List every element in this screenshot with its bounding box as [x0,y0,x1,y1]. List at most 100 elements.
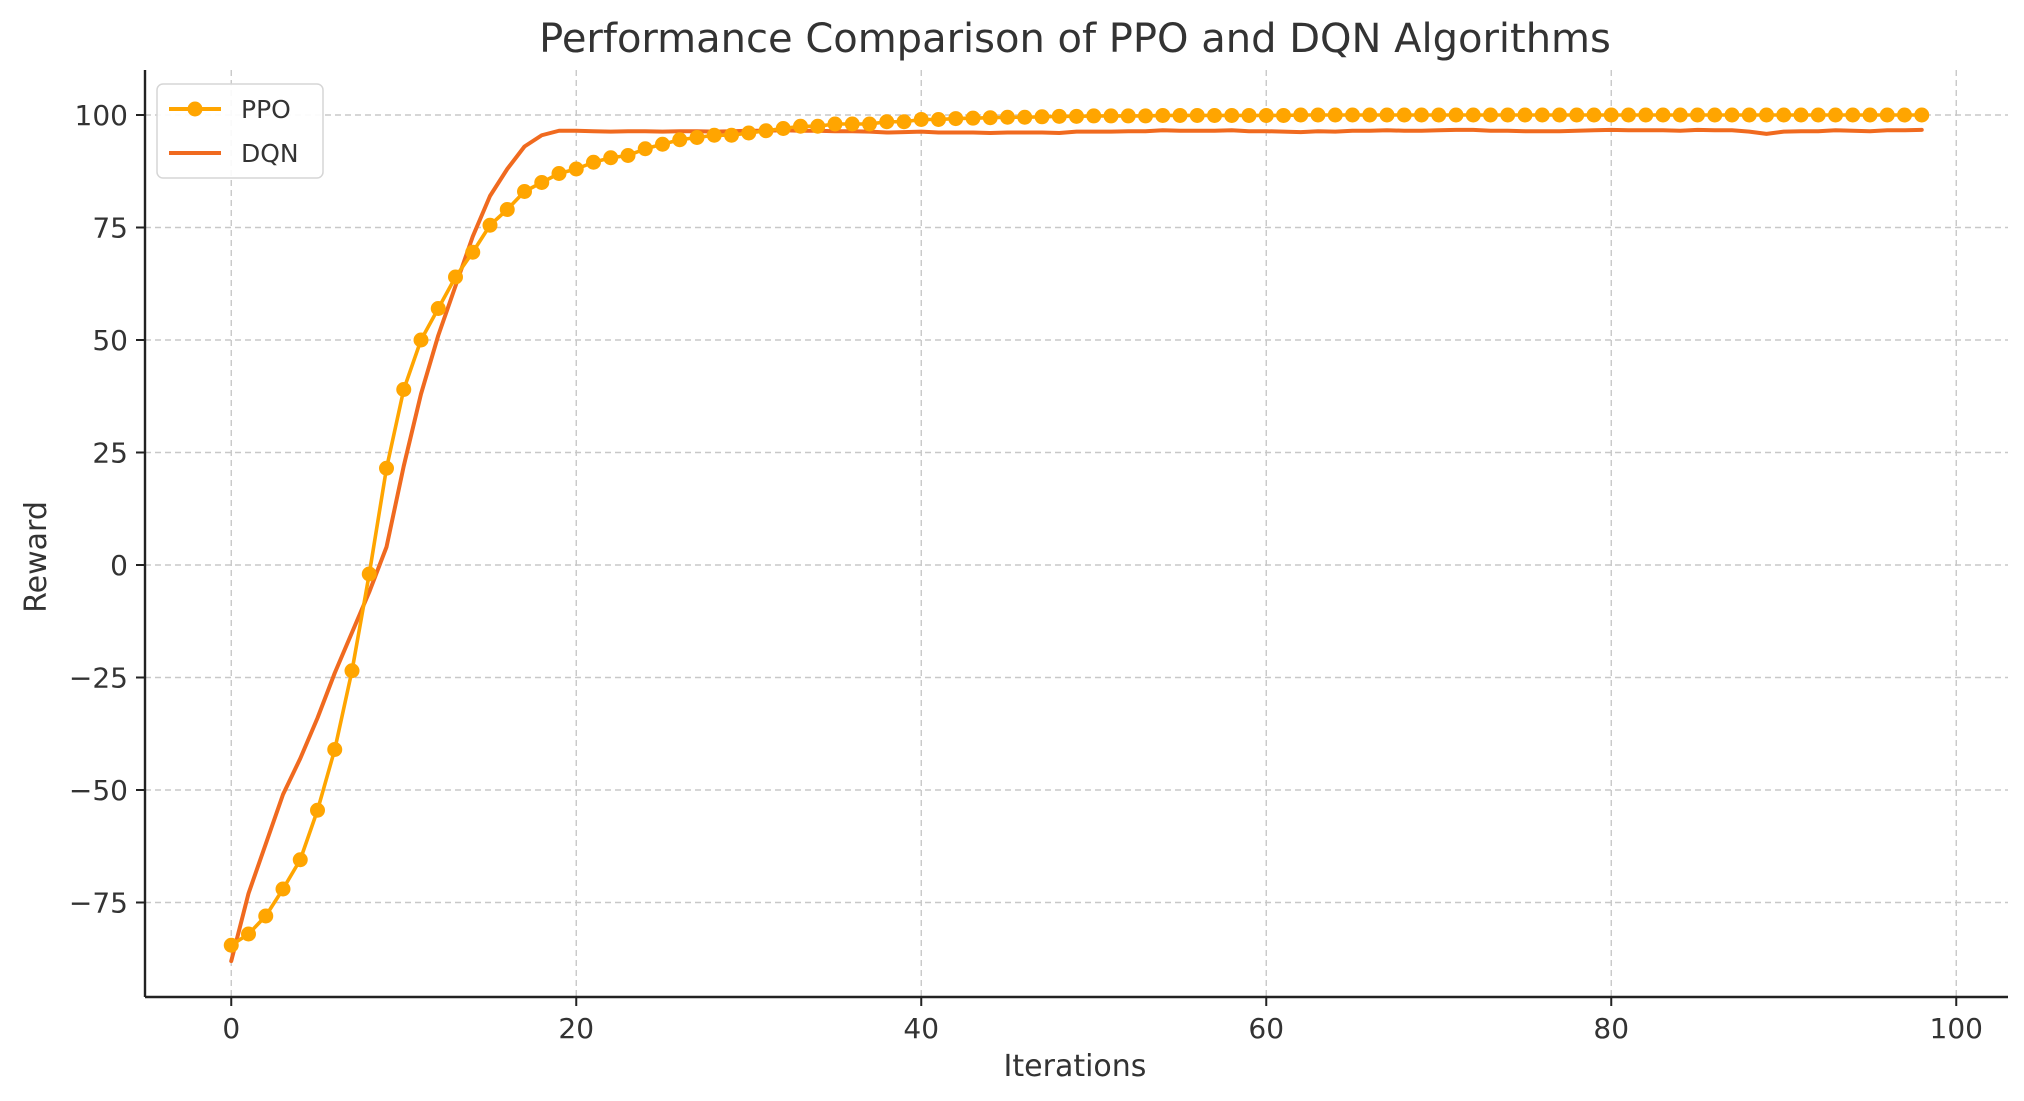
ppo-point [1724,107,1740,123]
legend-marker-ppo [187,101,203,117]
ppo-point [430,301,446,316]
x-tick-label: 20 [558,1012,594,1045]
ppo-point [741,125,757,141]
ppo-point [396,382,412,397]
axes [143,70,2008,999]
ppo-point [1189,107,1205,123]
ppo-point [1914,107,1930,123]
legend: PPO DQN [156,83,324,179]
ppo-point [1534,107,1550,123]
ppo-point [706,127,722,143]
ppo-point [327,742,343,757]
x-tick-label: 0 [222,1012,240,1045]
y-axis-ticks: 100 75 50 25 0 −25 −50 −75 [69,99,145,920]
ppo-point [1017,109,1033,125]
ppo-point [775,121,791,136]
ppo-point [689,130,705,145]
ppo-point [1120,108,1136,124]
ppo-point [1138,108,1153,124]
y-tick-label: 100 [75,99,128,132]
x-tick-label: 100 [1930,1012,1983,1045]
ppo-point [499,202,515,217]
ppo-point [1741,107,1757,123]
ppo-point [1276,107,1291,123]
ppo-point [258,908,274,924]
ppo-point [223,937,239,953]
ppo-point [810,118,826,134]
ppo-point [1207,107,1222,123]
ppo-point [448,269,463,285]
ppo-point [982,110,998,126]
ppo-point [758,123,774,139]
ppo-point [1776,107,1792,123]
ppo-point [672,132,688,148]
y-tick-label: 75 [92,212,128,245]
dqn-line [229,127,1924,963]
y-tick-label: −25 [69,662,128,695]
y-tick-label: −75 [69,887,128,920]
ppo-point [517,184,532,199]
ppo-point [1362,107,1378,123]
ppo-point [1431,107,1447,123]
y-tick-label: 0 [110,549,128,582]
ppo-point [1655,107,1671,123]
ppo-point [620,148,636,163]
ppo-point [1552,107,1567,123]
ppo-point [655,136,670,152]
ppo-point [1345,107,1360,123]
ppo-point [724,127,739,143]
ppo-point [465,244,481,260]
ppo-point [1707,107,1723,123]
ppo-point [844,116,860,132]
ppo-point [827,116,843,132]
y-tick-label: 50 [92,324,128,357]
y-tick-label: −50 [69,774,128,807]
ppo-point [1586,107,1602,123]
ppo-point [534,175,550,190]
ppo-point [879,114,895,130]
ppo-point [1172,107,1188,123]
ppo-point [1224,107,1240,123]
ppo-point [1793,107,1809,123]
ppo-point [568,161,584,177]
ppo-point [1069,108,1084,124]
ppo-point [482,217,498,233]
ppo-point [1051,108,1067,124]
x-tick-label: 80 [1593,1012,1629,1045]
ppo-point [1000,109,1015,125]
ppo-point [1034,109,1050,125]
ppo-point [1086,108,1102,124]
legend-label-ppo: PPO [241,95,291,124]
ppo-point [1258,107,1274,123]
ppo-point [1828,107,1843,123]
ppo-point [1690,107,1705,123]
ppo-point [310,802,325,818]
ppo-point [1155,107,1171,123]
ppo-point [862,116,877,132]
ppo-point [413,332,429,348]
ppo-point [603,150,619,166]
ppo-point [361,566,377,582]
x-tick-label: 60 [1248,1012,1284,1045]
plot-series [223,107,1930,963]
ppo-point [913,112,929,127]
ppo-point [586,154,601,170]
ppo-point [1621,107,1636,123]
legend-label-dqn: DQN [241,139,299,168]
ppo-point [1500,107,1516,123]
ppo-point [1672,107,1688,123]
ppo-point [275,881,291,897]
ppo-point [1810,107,1826,123]
ppo-point [1569,107,1585,123]
ppo-point [1379,107,1395,123]
ppo-point [1483,107,1498,123]
ppo-point [1293,107,1309,123]
ppo-point [1862,107,1878,123]
ppo-point [1414,107,1429,123]
ppo-point [793,118,808,134]
ppo-point [1897,107,1912,123]
ppo-point [948,111,964,127]
ppo-point [1448,107,1464,123]
